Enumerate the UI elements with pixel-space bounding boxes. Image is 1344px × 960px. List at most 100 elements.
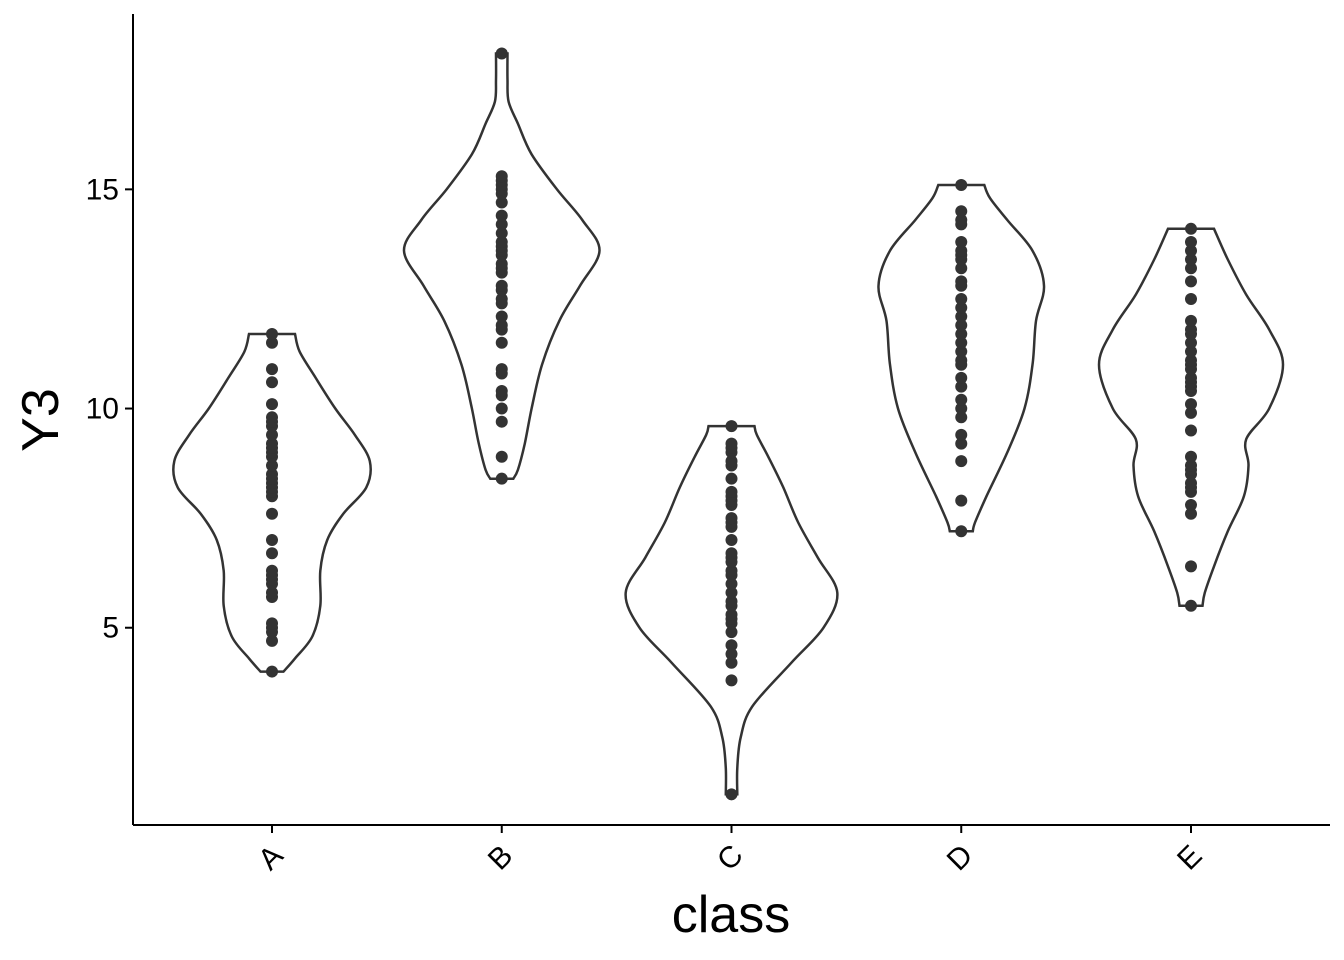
point-C-4 bbox=[725, 639, 738, 652]
point-D-13 bbox=[955, 336, 968, 349]
point-A-12 bbox=[266, 534, 278, 547]
point-D-25 bbox=[955, 235, 968, 248]
point-D-29 bbox=[955, 178, 968, 191]
x-tick-label-B: B bbox=[482, 839, 519, 876]
point-E-31 bbox=[1185, 235, 1197, 248]
point-E-13 bbox=[1185, 398, 1197, 411]
point-E-20 bbox=[1185, 354, 1197, 367]
violin-A bbox=[172, 332, 372, 673]
point-E-26 bbox=[1185, 292, 1197, 305]
point-B-25 bbox=[495, 209, 508, 222]
point-E-30 bbox=[1185, 244, 1197, 257]
point-C-11 bbox=[725, 586, 738, 599]
point-B-8 bbox=[495, 336, 508, 349]
point-A-13 bbox=[266, 507, 278, 520]
point-E-9 bbox=[1185, 459, 1197, 472]
point-E-1 bbox=[1185, 560, 1197, 573]
point-D-24 bbox=[955, 244, 968, 257]
point-D-15 bbox=[955, 319, 968, 332]
point-C-21 bbox=[725, 512, 738, 525]
point-A-19 bbox=[266, 468, 278, 481]
point-B-7 bbox=[495, 363, 508, 376]
point-A-25 bbox=[266, 428, 278, 441]
point-B-1 bbox=[495, 450, 508, 463]
point-D-16 bbox=[955, 310, 968, 323]
point-B-5 bbox=[495, 385, 508, 398]
point-B-15 bbox=[495, 279, 508, 292]
point-E-24 bbox=[1185, 323, 1197, 336]
point-B-2 bbox=[495, 415, 508, 428]
point-D-27 bbox=[955, 214, 968, 227]
point-D-5 bbox=[955, 411, 968, 424]
point-D-20 bbox=[955, 275, 968, 288]
y-tick-label-5: 5 bbox=[102, 612, 119, 645]
x-tick-label-D: D bbox=[941, 839, 980, 878]
y-axis-title: Y3 bbox=[12, 388, 70, 452]
point-A-0 bbox=[266, 665, 278, 678]
point-D-4 bbox=[955, 428, 968, 441]
point-A-32 bbox=[266, 336, 278, 349]
point-A-24 bbox=[266, 437, 278, 450]
point-B-13 bbox=[495, 292, 508, 305]
point-E-27 bbox=[1185, 275, 1197, 288]
point-A-30 bbox=[266, 376, 278, 389]
point-C-14 bbox=[725, 564, 738, 577]
x-axis-title: class bbox=[672, 886, 790, 944]
point-D-6 bbox=[955, 402, 968, 415]
y-axis-ticks: 5 10 15 bbox=[86, 173, 133, 645]
point-B-24 bbox=[495, 218, 508, 231]
point-E-22 bbox=[1185, 336, 1197, 349]
point-B-26 bbox=[495, 196, 508, 209]
point-A-1 bbox=[266, 634, 278, 647]
point-E-0 bbox=[1185, 599, 1197, 612]
x-tick-label-A: A bbox=[252, 839, 289, 876]
point-A-29 bbox=[266, 398, 278, 411]
point-E-32 bbox=[1185, 222, 1197, 235]
point-C-25 bbox=[725, 485, 738, 498]
point-A-6 bbox=[266, 586, 278, 599]
point-B-0 bbox=[495, 472, 508, 485]
point-B-10 bbox=[495, 319, 508, 332]
point-D-21 bbox=[955, 262, 968, 275]
point-C-3 bbox=[725, 648, 738, 661]
y-tick-label-10: 10 bbox=[86, 393, 119, 426]
point-E-6 bbox=[1185, 477, 1197, 490]
point-C-26 bbox=[725, 472, 738, 485]
point-C-12 bbox=[725, 577, 738, 590]
point-D-28 bbox=[955, 205, 968, 218]
point-E-21 bbox=[1185, 345, 1197, 358]
point-C-5 bbox=[725, 626, 738, 639]
point-C-31 bbox=[725, 437, 738, 450]
point-C-17 bbox=[725, 547, 738, 560]
point-D-1 bbox=[955, 494, 968, 507]
point-B-22 bbox=[495, 235, 508, 248]
point-E-17 bbox=[1185, 371, 1197, 384]
point-D-14 bbox=[955, 328, 968, 341]
point-E-29 bbox=[1185, 253, 1197, 266]
point-E-11 bbox=[1185, 424, 1197, 437]
point-layer bbox=[266, 47, 1197, 801]
point-E-25 bbox=[1185, 314, 1197, 327]
point-B-32 bbox=[495, 47, 508, 60]
point-A-4 bbox=[266, 617, 278, 630]
point-D-7 bbox=[955, 393, 968, 406]
point-D-11 bbox=[955, 354, 968, 367]
point-E-12 bbox=[1185, 406, 1197, 419]
point-D-12 bbox=[955, 345, 968, 358]
point-E-28 bbox=[1185, 262, 1197, 275]
point-E-10 bbox=[1185, 450, 1197, 463]
point-C-10 bbox=[725, 595, 738, 608]
point-D-2 bbox=[955, 455, 968, 468]
point-A-10 bbox=[266, 564, 278, 577]
point-C-28 bbox=[725, 455, 738, 468]
point-A-20 bbox=[266, 459, 278, 472]
point-D-18 bbox=[955, 292, 968, 305]
point-E-2 bbox=[1185, 507, 1197, 520]
point-C-8 bbox=[725, 608, 738, 621]
point-B-23 bbox=[495, 227, 508, 240]
point-A-31 bbox=[266, 363, 278, 376]
point-B-31 bbox=[495, 170, 508, 183]
point-A-11 bbox=[266, 547, 278, 560]
point-D-3 bbox=[955, 437, 968, 450]
